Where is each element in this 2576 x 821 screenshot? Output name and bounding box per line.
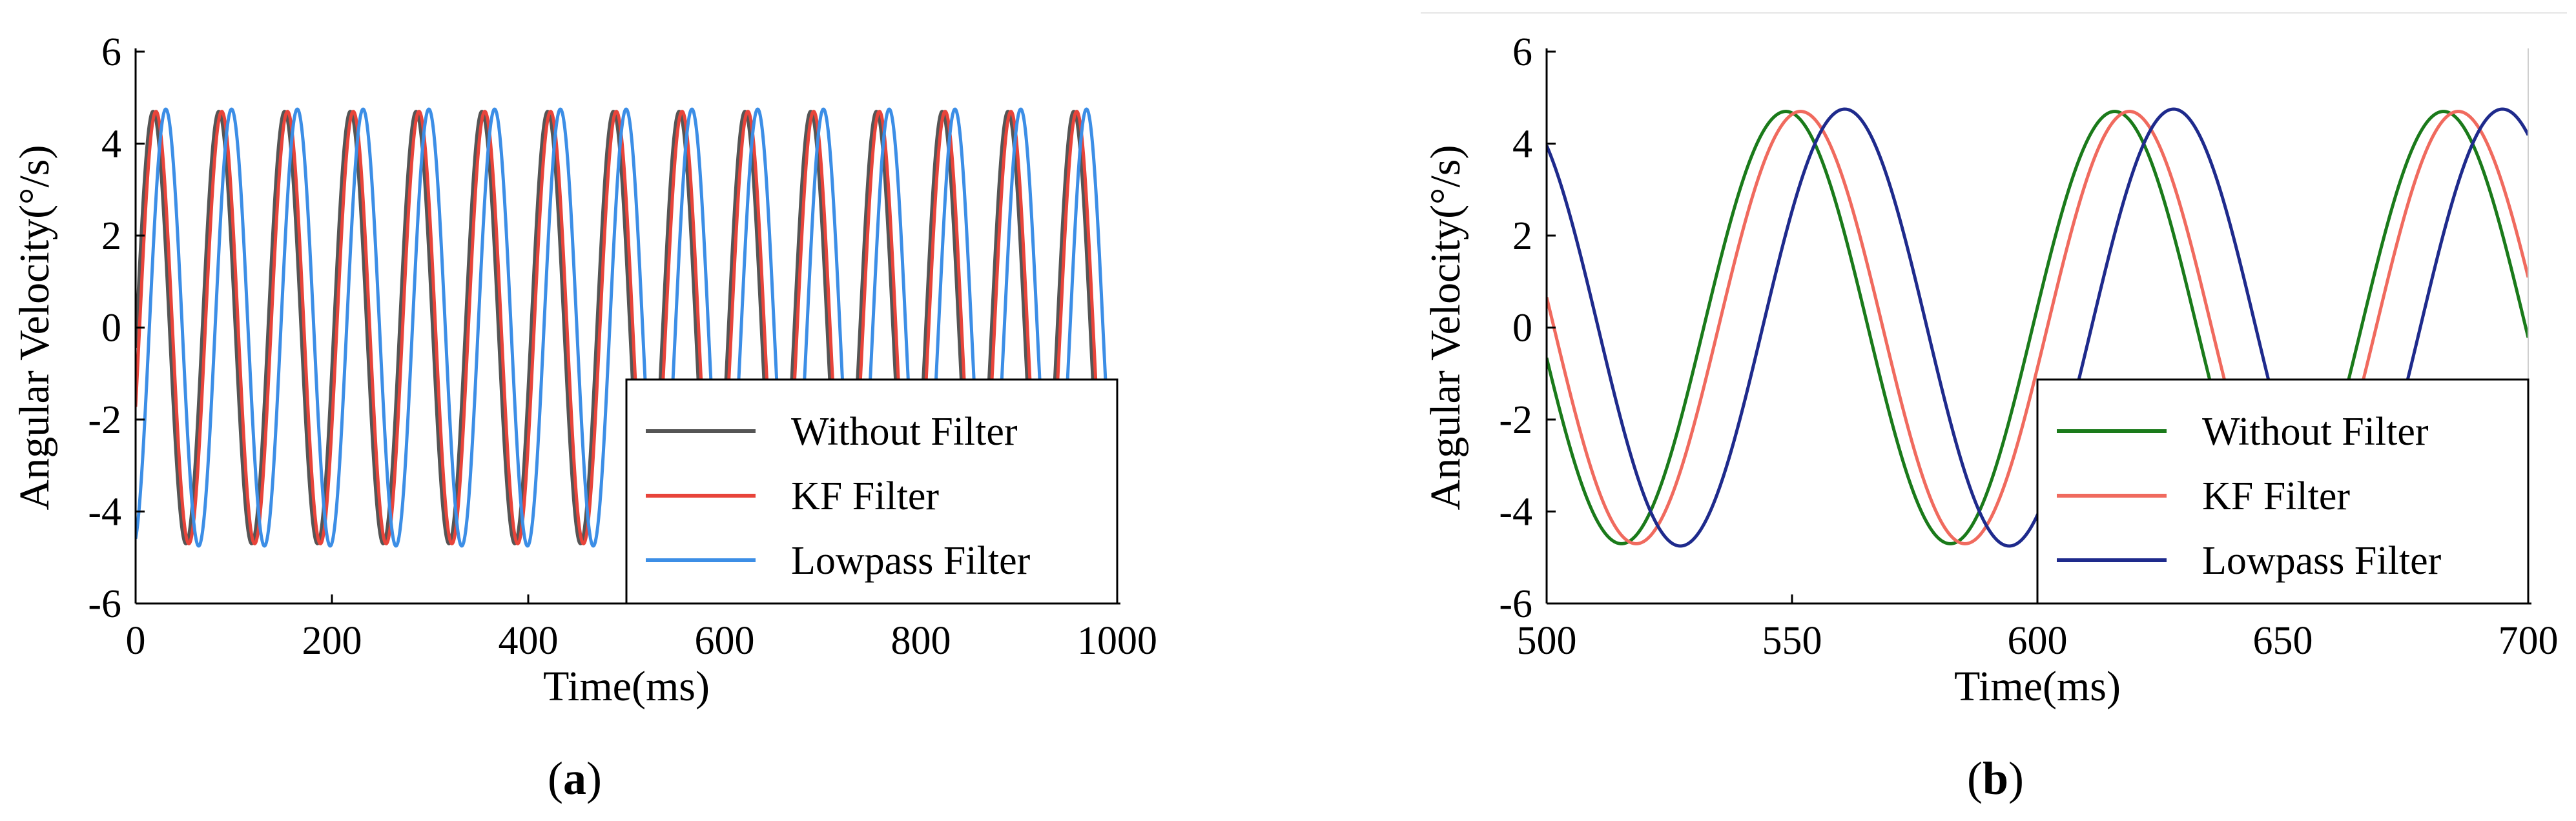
chart-panel-b: -6 -4 -2 0 2 4 6 500 550 600 650 700 Time(ms) Angular…: [1421, 12, 2567, 804]
legend-label-0: Without Filter: [791, 410, 1018, 454]
series-line-0: [1547, 110, 2528, 545]
y-tick-label: 2: [101, 214, 121, 258]
x-tick-label: 600: [2008, 619, 2068, 663]
series-line-0: [136, 110, 1117, 545]
y-tick-label: -2: [1499, 398, 1532, 442]
x-axis-title: Time(ms): [1954, 663, 2121, 710]
x-tick-label: 700: [2499, 619, 2559, 663]
panel-label-letter: b: [1983, 753, 2008, 804]
y-tick-label: 4: [101, 123, 121, 167]
legend-label-1: KF Filter: [2202, 474, 2350, 518]
plot-area: [136, 107, 1117, 548]
x-tick-label: 0: [126, 619, 146, 663]
y-axis-title: Angular Velocity(°/s): [1422, 145, 1469, 511]
y-tick-label: 4: [1512, 123, 1532, 167]
x-tick-label: 1000: [1077, 619, 1157, 663]
panel-label: (a): [548, 753, 602, 804]
x-tick-label: 550: [1762, 619, 1822, 663]
legend-label-2: Lowpass Filter: [791, 539, 1031, 583]
legend-label-2: Lowpass Filter: [2202, 539, 2442, 583]
y-tick-label: -6: [88, 582, 121, 626]
x-axis-title: Time(ms): [543, 663, 710, 710]
y-tick-label: 0: [101, 307, 121, 350]
y-tick-label: 6: [1512, 30, 1532, 74]
y-tick-label: 0: [1512, 307, 1532, 350]
x-tick-label: 800: [891, 619, 951, 663]
series-line-1: [1547, 110, 2528, 545]
x-tick-label: 200: [302, 619, 362, 663]
y-tick-label: 2: [1512, 214, 1532, 258]
y-tick-label: -6: [1499, 582, 1532, 626]
y-tick-label: -4: [88, 491, 121, 534]
y-tick-label: -4: [1499, 491, 1532, 534]
legend: Without Filter KF Filter Lowpass Filter: [625, 378, 1118, 605]
legend-label-0: Without Filter: [2202, 410, 2429, 454]
x-tick-label: 500: [1517, 619, 1577, 663]
legend-box: [2036, 378, 2530, 605]
y-tick-label: 6: [101, 30, 121, 74]
x-tick-label: 400: [499, 619, 559, 663]
panel-label: (b): [1967, 753, 2024, 804]
series-line-2: [136, 107, 1117, 548]
chart-panel-a: -6 -4 -2 0 2 4 6 0 200 400 600 800 1000 Time(ms) Angul…: [11, 30, 1157, 804]
legend: Without Filter KF Filter Lowpass Filter: [2036, 378, 2530, 605]
series-line-1: [136, 110, 1117, 545]
panel-label-letter: a: [563, 753, 586, 804]
legend-box: [625, 378, 1118, 605]
legend-label-1: KF Filter: [791, 474, 939, 518]
x-tick-label: 600: [695, 619, 755, 663]
y-axis-title: Angular Velocity(°/s): [11, 145, 58, 511]
x-tick-label: 650: [2253, 619, 2313, 663]
y-tick-label: -2: [88, 398, 121, 442]
